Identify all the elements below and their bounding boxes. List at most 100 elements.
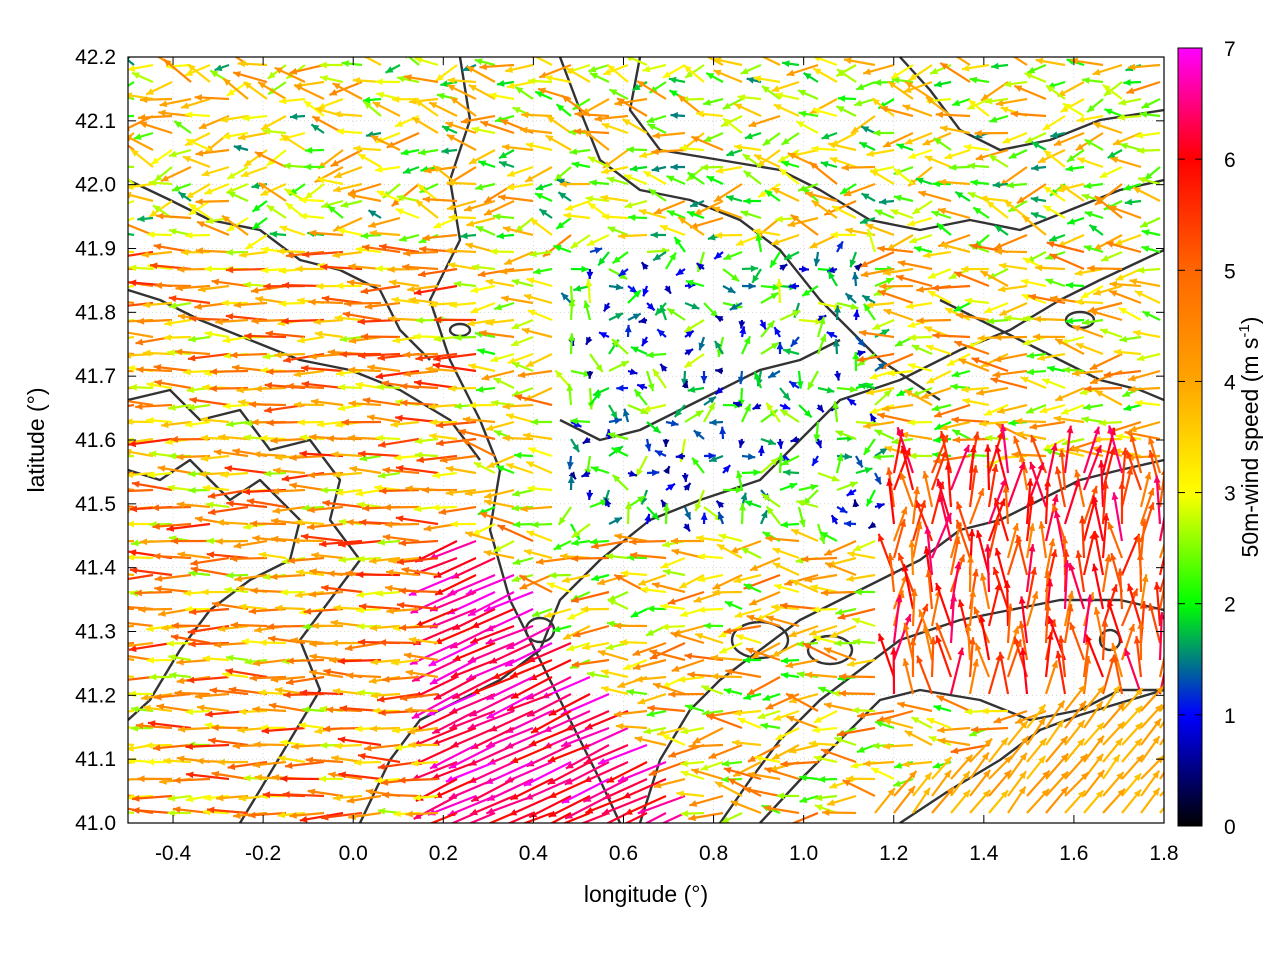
wind-arrow xyxy=(997,284,1028,293)
wind-arrow xyxy=(1114,233,1142,246)
wind-arrow xyxy=(944,148,971,160)
wind-arrow xyxy=(933,137,952,151)
wind-arrow xyxy=(477,267,515,278)
wind-arrow xyxy=(742,153,762,168)
wind-arrow xyxy=(221,299,249,307)
wind-arrow xyxy=(257,81,287,100)
wind-arrow xyxy=(396,75,420,84)
wind-arrow xyxy=(972,206,990,219)
wind-arrow xyxy=(586,234,610,247)
wind-arrow xyxy=(650,231,667,239)
wind-arrow xyxy=(398,233,420,242)
wind-arrow xyxy=(511,278,534,288)
wind-arrow xyxy=(446,83,477,100)
wind-arrow xyxy=(813,251,821,267)
wind-arrow xyxy=(128,63,154,72)
x-tick-label: 1.2 xyxy=(879,842,908,865)
wind-arrow xyxy=(220,114,249,123)
wind-arrow xyxy=(308,298,344,306)
wind-arrow xyxy=(363,100,382,117)
wind-arrow xyxy=(827,141,857,152)
wind-arrow xyxy=(1110,156,1142,169)
colorbar-tick-label: 5 xyxy=(1224,260,1236,283)
wind-arrow xyxy=(497,194,534,203)
wind-arrow xyxy=(1002,131,1028,144)
wind-arrow xyxy=(521,111,553,119)
wind-arrow xyxy=(148,179,173,187)
wind-arrow xyxy=(713,69,743,84)
contour-line xyxy=(559,338,841,442)
wind-arrow xyxy=(201,165,230,177)
wind-arrow xyxy=(940,242,971,254)
wind-arrow xyxy=(480,120,515,135)
wind-arrow xyxy=(853,97,876,107)
wind-arrow xyxy=(1092,122,1123,135)
wind-arrow xyxy=(501,143,534,152)
wind-arrow xyxy=(1108,289,1142,305)
wind-arrow xyxy=(506,80,534,90)
wind-arrow xyxy=(991,62,1009,70)
wind-arrow xyxy=(911,200,933,215)
wind-arrow xyxy=(1092,63,1123,76)
wind-arrow xyxy=(361,244,401,254)
wind-arrow xyxy=(1088,224,1104,236)
wind-arrow xyxy=(1122,182,1142,191)
wind-arrow xyxy=(563,212,591,220)
wind-arrow xyxy=(485,318,515,326)
wind-arrow xyxy=(433,316,477,324)
wind-arrow xyxy=(164,318,192,327)
wind-arrow xyxy=(970,179,990,187)
wind-arrow xyxy=(850,115,876,135)
wind-arrow xyxy=(1080,285,1104,299)
wind-arrow xyxy=(600,194,629,203)
wind-arrow xyxy=(642,170,667,185)
contour-line xyxy=(428,57,622,823)
x-axis-label: longitude (°) xyxy=(584,881,708,907)
wind-arrow xyxy=(485,278,515,288)
wind-arrow xyxy=(177,191,192,202)
wind-arrow xyxy=(1118,97,1142,106)
wind-arrow xyxy=(128,232,135,237)
wind-arrow xyxy=(877,289,914,305)
wind-arrow xyxy=(705,72,724,83)
wind-arrow xyxy=(651,165,667,173)
wind-arrow xyxy=(348,192,382,203)
wind-arrow xyxy=(504,63,534,74)
wind-vectors xyxy=(128,57,1164,823)
wind-arrow xyxy=(627,312,642,321)
wind-arrow xyxy=(128,177,135,185)
wind-arrow xyxy=(859,216,876,225)
wind-arrow xyxy=(471,126,496,135)
wind-arrow xyxy=(821,131,838,140)
wind-arrow xyxy=(468,83,496,100)
wind-arrow xyxy=(1030,196,1047,204)
wind-arrow xyxy=(251,217,268,230)
wind-arrow xyxy=(204,182,230,195)
wind-arrow xyxy=(904,131,933,145)
wind-arrow xyxy=(534,90,553,101)
wind-arrow xyxy=(866,228,877,253)
x-tick-label: -0.4 xyxy=(155,842,192,865)
wind-arrow xyxy=(128,335,135,340)
wind-arrow xyxy=(628,214,648,222)
wind-arrow xyxy=(836,240,844,253)
wind-arrow xyxy=(1003,80,1028,88)
wind-arrow xyxy=(394,114,420,128)
wind-arrow xyxy=(502,225,534,237)
wind-arrow xyxy=(640,261,649,270)
wind-arrow xyxy=(1042,204,1066,219)
wind-arrow xyxy=(865,301,895,309)
wind-arrow xyxy=(163,58,192,83)
wind-arrow xyxy=(757,183,781,199)
wind-arrow xyxy=(623,174,648,186)
colorbar-tick-label: 7 xyxy=(1224,38,1236,61)
wind-arrow xyxy=(690,135,724,152)
wind-arrow xyxy=(887,80,914,100)
wind-arrow xyxy=(128,284,135,288)
wind-arrow xyxy=(666,209,686,220)
wind-arrow xyxy=(423,165,458,174)
wind-arrow xyxy=(475,182,496,191)
wind-arrow xyxy=(740,63,762,75)
wind-arrow xyxy=(998,262,1028,271)
